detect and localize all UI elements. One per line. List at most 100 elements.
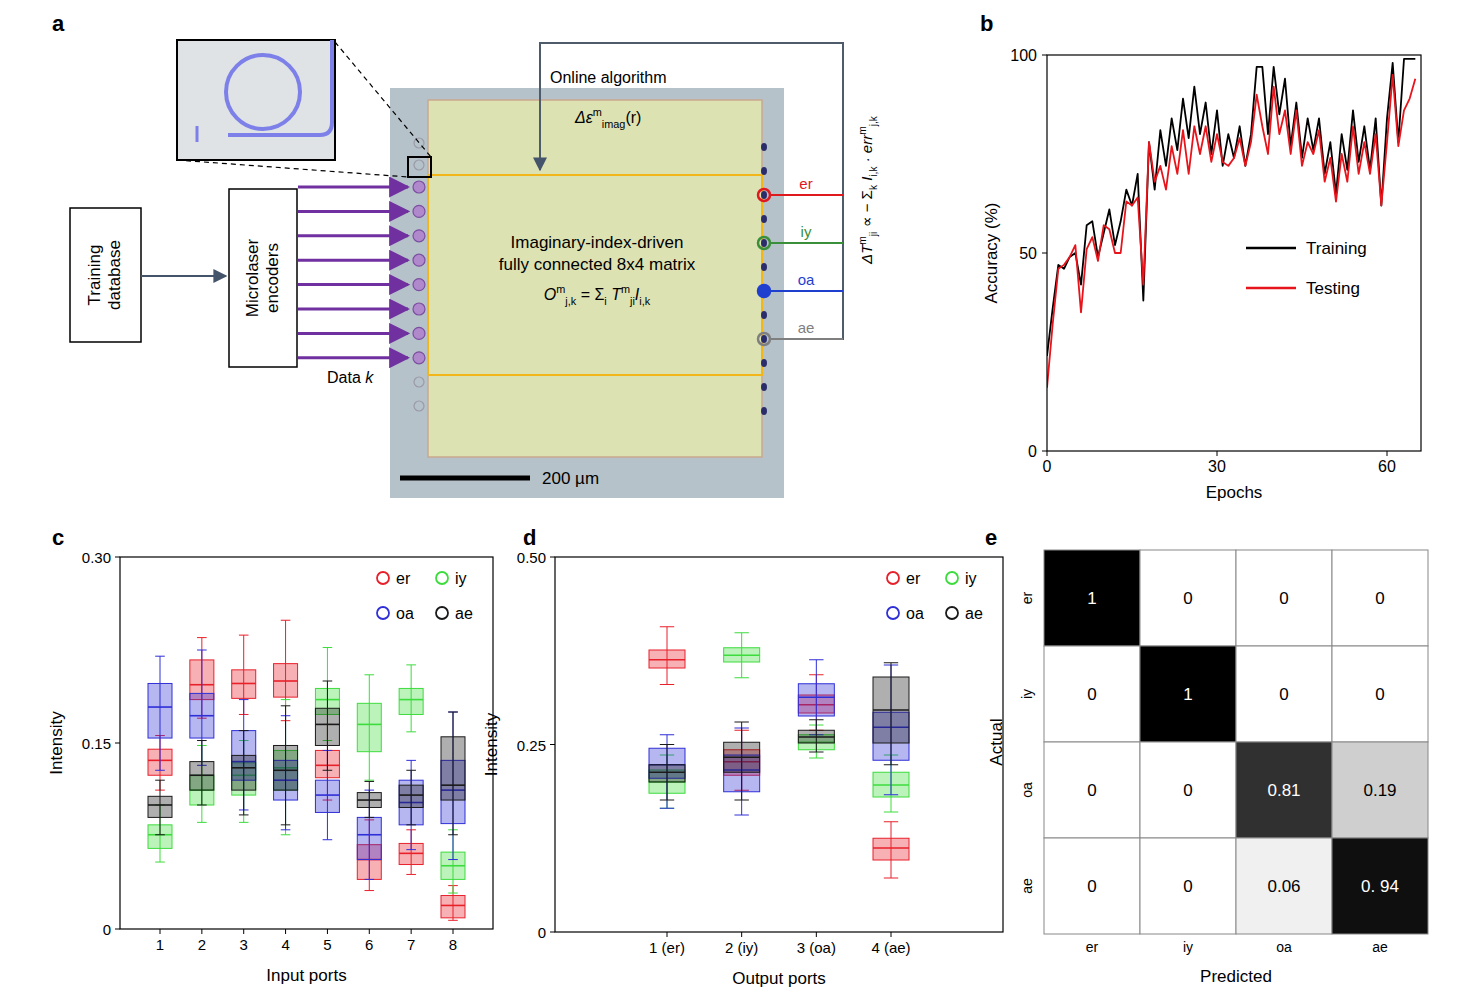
tick-label: 2 [198,936,206,953]
whisker-cap [406,770,416,771]
cell-label: 0.19 [1363,781,1396,800]
axis-title: Intensity [482,712,501,776]
cell-label: 0 [1087,877,1096,896]
panel-label: a [52,11,65,36]
tick [453,929,454,934]
tick-label: 30 [1208,458,1226,475]
whisker-cap [281,834,291,835]
output-port-active [758,285,770,297]
tick [816,932,817,937]
box [399,688,423,714]
output-port [761,263,767,271]
whisker-cap [448,859,458,860]
mark [196,126,199,142]
cell-label: 0 [1279,685,1288,704]
whisker-cap [660,808,674,809]
output-line [770,290,843,292]
cell [1332,838,1428,934]
matrix-region [428,175,762,375]
tick [115,743,120,744]
cell [1044,838,1140,934]
box [649,650,685,668]
output-port-active [758,333,770,345]
tick-label: 0.15 [82,735,111,752]
formula-part: m [857,126,868,135]
median [441,905,465,907]
axis-title: Epochs [1206,483,1263,502]
whisker-cap [884,662,898,663]
legend-label: ae [965,605,983,622]
whisker-cap [406,874,416,875]
median [274,769,298,771]
median [148,804,172,806]
cell [1332,646,1428,742]
output-port [761,311,767,319]
whisker-cap [364,817,374,818]
cell-label: 0 [1183,589,1192,608]
legend-swatch [1246,287,1296,290]
box-label: encoders [263,243,282,313]
cell [1236,550,1332,646]
axis-title: Predicted [1200,967,1272,986]
formula-part: = Σ [576,286,604,303]
box [148,683,172,738]
box [798,730,834,743]
tick-label: 3 (oa) [797,939,836,956]
legend-marker [887,607,899,619]
legend-label: oa [396,605,414,622]
cell-label: 0 [1183,877,1192,896]
whisker-cap [809,719,823,720]
tick-label: oa [1276,939,1292,955]
box-label: database [105,240,124,310]
tick-label: ae [1372,939,1388,955]
formula-part: j,k [564,295,576,307]
cell-label: 0 [1087,781,1096,800]
box [190,693,214,738]
scale-bar [400,476,530,481]
tick-label: ae [1019,878,1035,894]
median [399,853,423,855]
whisker-cap [884,878,898,879]
legend-marker [436,607,448,619]
unused-port [414,401,424,411]
frame [1047,55,1421,451]
median [357,724,381,726]
formula-part: O [544,286,556,303]
whisker-cap [197,637,207,638]
formula-part: m [556,283,565,295]
whisker-cap [809,758,823,759]
cell [1140,742,1236,838]
formula-part: · err [858,134,875,167]
tick-label: 0 [538,924,546,941]
median [441,865,465,867]
whisker-cap [660,734,674,735]
whisker-cap [448,893,458,894]
legend-label: iy [965,570,977,587]
matrix-title: fully connected 8x4 matrix [499,255,696,274]
tick [1042,55,1047,56]
box [315,780,339,812]
whisker-cap [448,712,458,713]
output-port [761,191,767,199]
output-port [761,359,767,367]
whisker-cap [281,620,291,621]
plot-area [649,627,909,878]
panel-label: d [523,525,536,550]
formula-part: (r) [625,109,641,126]
whisker-cap [660,626,674,627]
formula: Data k [327,369,374,386]
box [357,793,381,808]
label: 200 µm [542,469,599,488]
input-port [413,303,425,315]
cell [1044,742,1140,838]
output-port [761,215,767,223]
whisker-cap [364,674,374,675]
formula-part: imag [602,118,626,130]
whisker-cap [660,684,674,685]
cell-label: 0.81 [1267,781,1300,800]
output-label: iy [801,223,812,240]
axis-title: Accuracy (%) [982,202,1001,303]
whisker-cap [364,879,374,880]
legend-label: iy [455,570,467,587]
whisker-cap [448,834,458,835]
